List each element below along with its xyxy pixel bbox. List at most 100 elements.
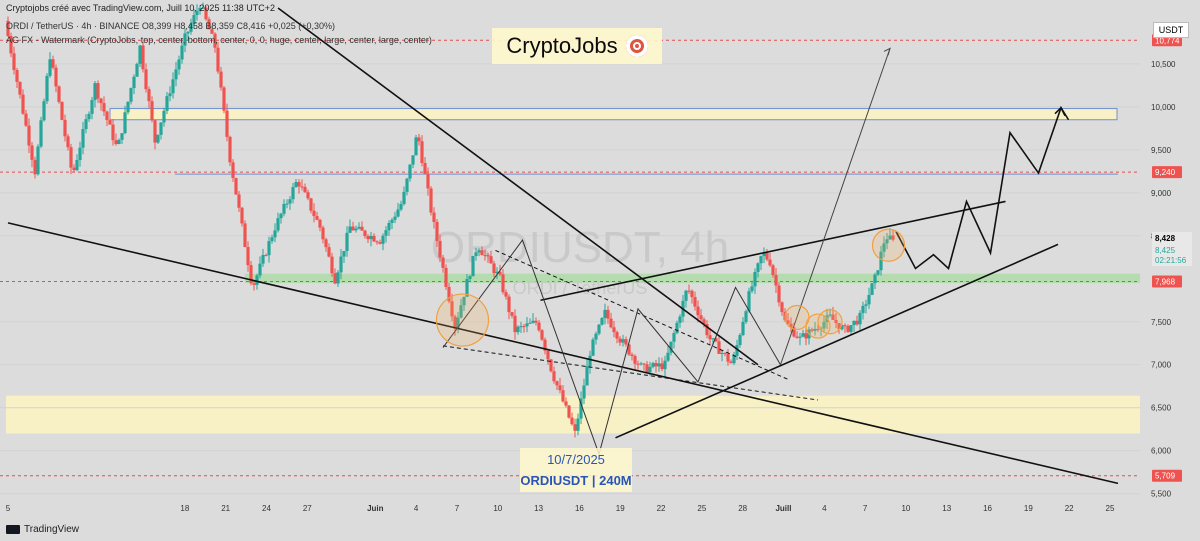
candle-body	[429, 188, 433, 213]
price-tick-label: 5,500	[1151, 490, 1172, 499]
candle-body	[240, 207, 244, 224]
candle-body	[222, 87, 226, 111]
candle-body	[561, 390, 565, 402]
time-tick-label: 19	[616, 504, 625, 513]
candle-body	[849, 325, 853, 332]
candle-body	[318, 219, 322, 228]
candle-body	[351, 226, 355, 231]
candle-body	[297, 182, 301, 187]
candle-body	[717, 341, 721, 354]
candle-body	[555, 381, 559, 386]
candle-body	[687, 290, 691, 292]
candle-body	[588, 355, 592, 367]
candle-body	[459, 305, 463, 318]
candle-body	[57, 86, 61, 102]
candle-body	[138, 45, 142, 64]
candle-body	[126, 101, 130, 113]
candle-body	[417, 137, 421, 142]
candle-body	[72, 167, 76, 171]
last-close-tag	[1152, 231, 1192, 244]
projection-arrowhead	[883, 47, 891, 56]
candle-body	[579, 398, 583, 419]
candle-body	[741, 321, 745, 336]
candle-body	[39, 120, 43, 147]
candle-body	[15, 69, 19, 82]
candle-body	[726, 353, 730, 362]
candle-body	[801, 333, 805, 337]
annotation-ticker: ORDIUSDT | 240M	[520, 473, 632, 488]
price-tag-label: 5,709	[1155, 472, 1176, 481]
candle-body	[495, 271, 499, 274]
price-axis-bg	[1140, 0, 1200, 541]
candle-body	[816, 328, 820, 330]
quote-currency-button[interactable]: USDT	[1153, 22, 1189, 38]
candle-body	[840, 325, 844, 330]
resistance-zone	[109, 108, 1118, 121]
candle-body	[570, 417, 574, 425]
candle-body	[321, 227, 325, 240]
candle-body	[387, 222, 391, 231]
candle-body	[447, 286, 451, 302]
tradingview-logo[interactable]: TradingView	[6, 524, 79, 535]
candle-body	[348, 226, 352, 233]
candle-body	[666, 352, 670, 361]
candle-body	[564, 401, 568, 406]
tradingview-brand-label: TradingView	[24, 524, 80, 535]
candle-body	[87, 113, 91, 120]
candle-body	[456, 317, 460, 329]
candle-body	[471, 256, 475, 277]
candle-body	[510, 312, 514, 316]
candle-body	[441, 257, 445, 268]
candle-body	[42, 101, 46, 121]
candle-body	[48, 59, 52, 76]
price-tag	[1152, 469, 1182, 482]
candle-body	[363, 230, 367, 237]
indicator-legend[interactable]: AG FX - Watermark (CryptoJobs, top, cent…	[6, 35, 432, 45]
candle-body	[432, 212, 436, 222]
candle-body	[66, 136, 70, 148]
candle-body	[804, 333, 808, 339]
candle-body	[51, 59, 55, 68]
candle-body	[21, 94, 25, 114]
drawings-layer	[7, 7, 1119, 485]
candle-body	[12, 53, 16, 70]
candle-body	[411, 155, 415, 165]
candle-body	[393, 216, 397, 220]
candle-body	[780, 302, 784, 313]
candle-body	[567, 405, 571, 418]
candle-body	[870, 283, 874, 295]
time-tick-label: 22	[1065, 504, 1074, 513]
candle-body	[522, 326, 526, 328]
candle-body	[168, 93, 172, 97]
candle-body	[645, 364, 649, 373]
time-tick-label: 16	[983, 504, 992, 513]
symbol-ohlc-legend[interactable]: ORDI / TetherUS · 4h · BINANCE O8,399 H8…	[6, 21, 336, 31]
candle-body	[477, 250, 481, 253]
candle-body	[660, 363, 664, 370]
candle-body	[231, 162, 235, 178]
candle-body	[342, 250, 346, 257]
candle-body	[174, 69, 178, 80]
candle-body	[426, 173, 430, 189]
highlight-circle	[435, 293, 490, 347]
trendline	[495, 249, 789, 380]
candle-body	[747, 291, 751, 312]
candle-body	[27, 125, 31, 146]
candle-body	[861, 305, 865, 313]
candle-body	[609, 318, 613, 328]
candle-body	[207, 19, 211, 30]
highlight-circle	[784, 304, 810, 331]
candle-body	[150, 101, 154, 121]
candle-body	[732, 355, 736, 364]
candle-body	[165, 96, 169, 111]
projection-arrow	[780, 48, 891, 365]
candle-body	[891, 235, 895, 240]
candle-body	[264, 255, 268, 257]
demand-zone	[6, 395, 1140, 434]
trendline	[540, 200, 1006, 302]
candle-body	[336, 272, 340, 284]
candle-body	[423, 162, 427, 174]
candle-body	[249, 265, 253, 284]
